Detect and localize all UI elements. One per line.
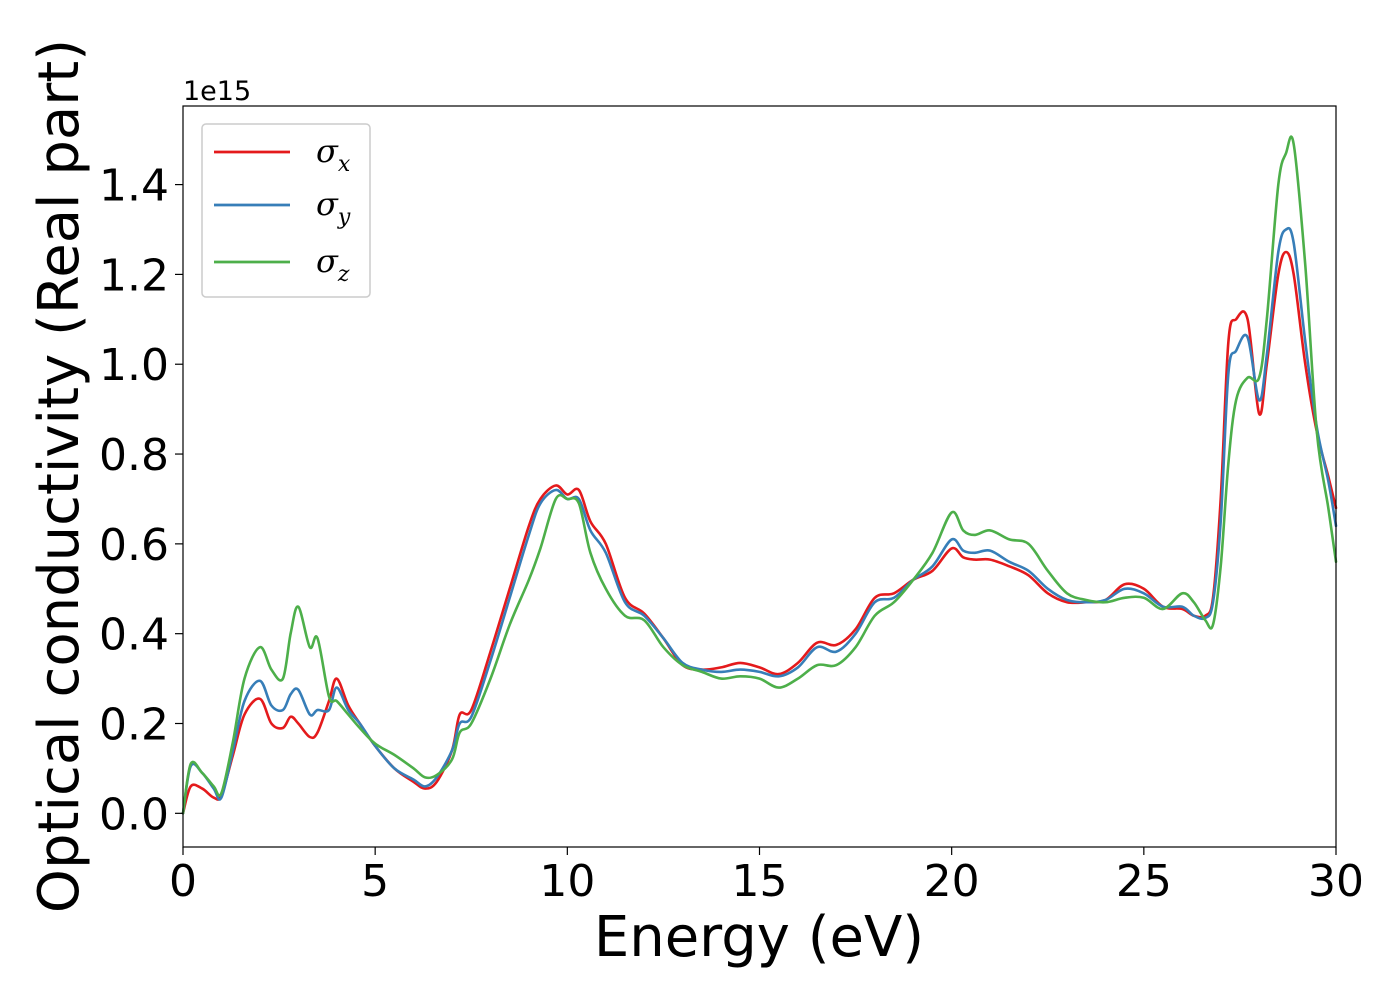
x-tick-label: 25 bbox=[1116, 856, 1172, 907]
x-tick-label: 30 bbox=[1308, 856, 1364, 907]
y-tick-label: 0.4 bbox=[99, 610, 169, 661]
legend-label-1: σy bbox=[316, 185, 351, 230]
legend: σx σy σz bbox=[201, 123, 371, 298]
plot-area bbox=[183, 106, 1336, 847]
series-line-1 bbox=[181, 226, 1338, 815]
x-axis: 0 5 10 15 20 25 30 bbox=[169, 847, 1364, 907]
y-tick-label: 0.2 bbox=[99, 700, 169, 751]
y-offset-label: 1e15 bbox=[183, 76, 251, 107]
legend-label-0: σx bbox=[316, 132, 351, 177]
x-tick-label: 0 bbox=[169, 856, 197, 907]
y-tick-label: 1.2 bbox=[99, 250, 169, 301]
y-tick-label: 0.6 bbox=[99, 520, 169, 571]
x-tick-label: 10 bbox=[539, 856, 595, 907]
x-tick-label: 15 bbox=[732, 856, 788, 907]
y-tick-label: 1.0 bbox=[99, 340, 169, 391]
legend-box bbox=[201, 123, 371, 298]
series-layer bbox=[181, 135, 1338, 815]
y-axis: 0.0 0.2 0.4 0.6 0.8 1.0 1.2 1.4 bbox=[99, 161, 183, 840]
x-tick-label: 5 bbox=[361, 856, 389, 907]
series-line-2 bbox=[181, 135, 1338, 815]
y-tick-label: 0.0 bbox=[99, 789, 169, 840]
x-axis-title: Energy (eV) bbox=[594, 905, 924, 970]
y-tick-label: 1.4 bbox=[99, 161, 169, 212]
y-tick-label: 0.8 bbox=[99, 430, 169, 481]
x-tick-label: 20 bbox=[924, 856, 980, 907]
legend-label-2: σz bbox=[316, 242, 350, 287]
y-axis-title: Optical conductivity (Real part) bbox=[27, 39, 92, 913]
